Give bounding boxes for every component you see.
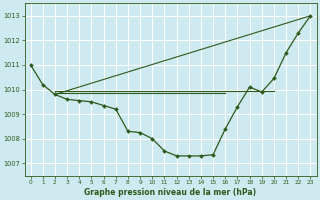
X-axis label: Graphe pression niveau de la mer (hPa): Graphe pression niveau de la mer (hPa) — [84, 188, 257, 197]
